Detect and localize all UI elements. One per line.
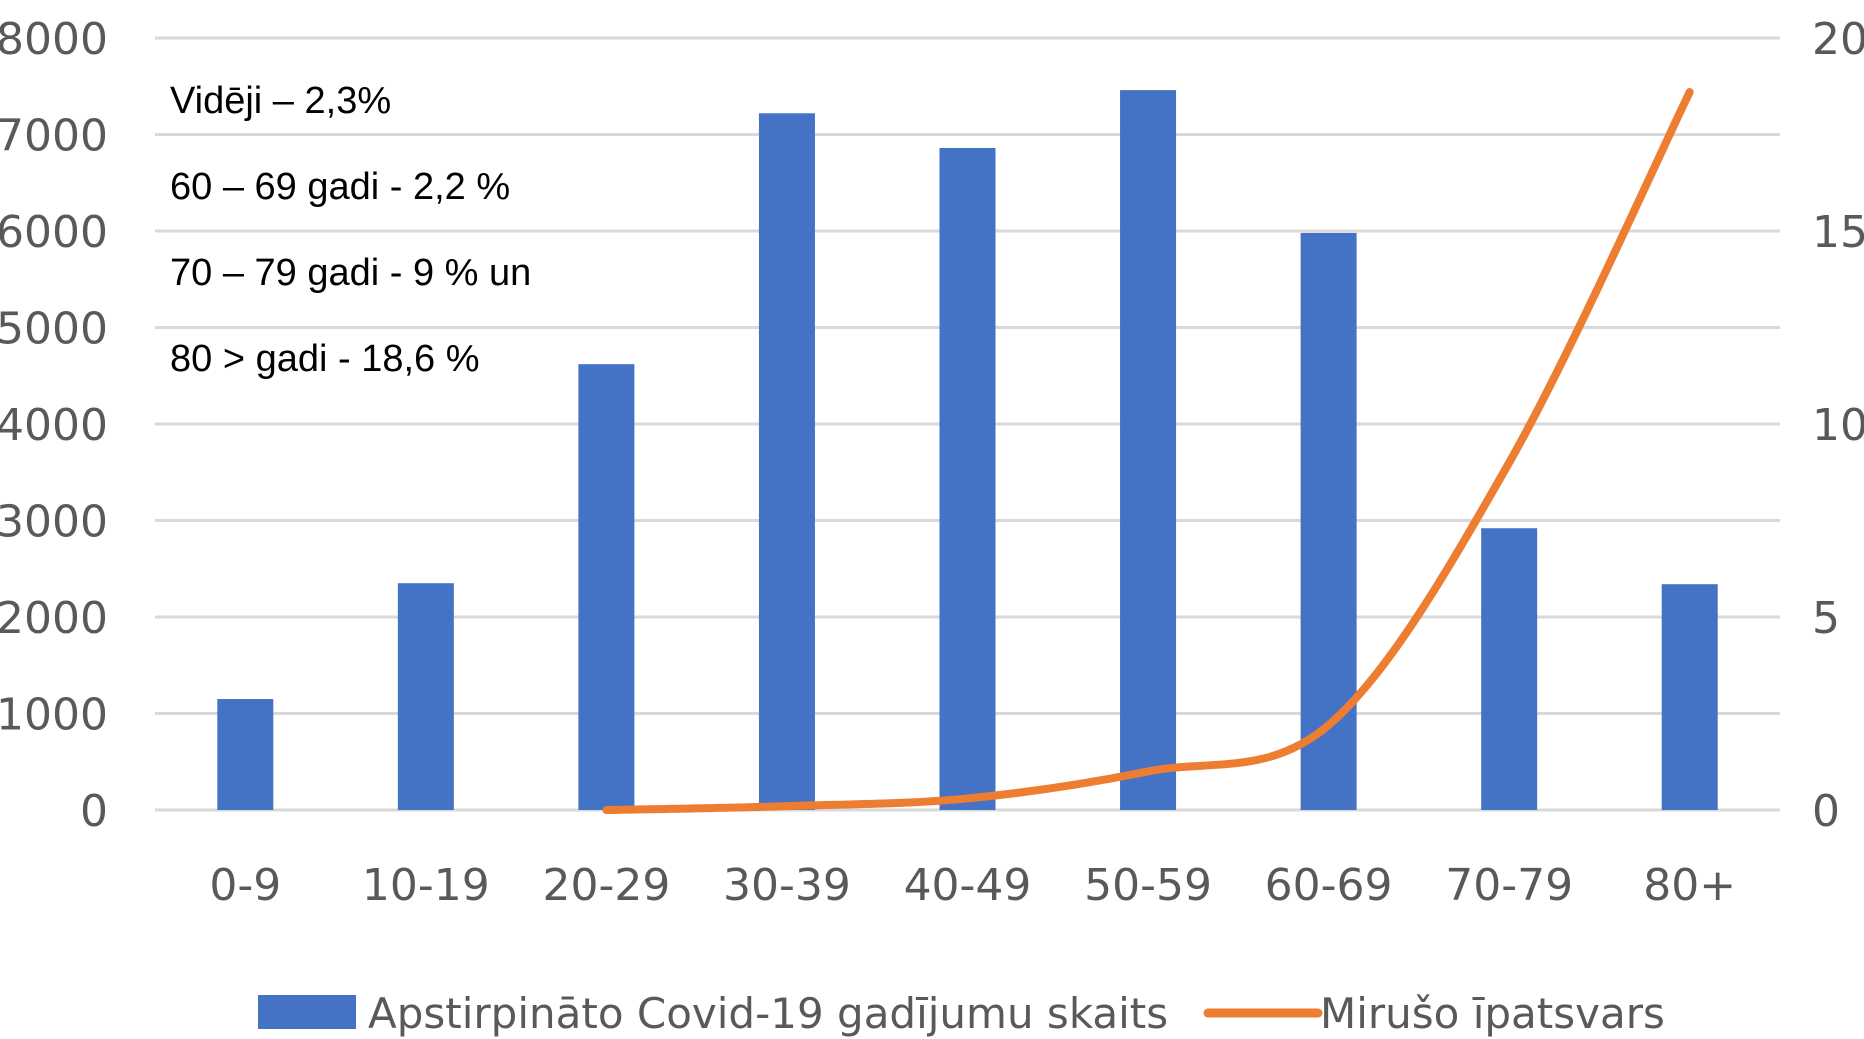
right-axis: 0 5 10 15 20: [1812, 14, 1864, 837]
legend-line-label: Mirušo īpatsvars: [1320, 989, 1665, 1038]
x-tick-label: 40-49: [904, 860, 1032, 911]
annotations: Vidēji – 2,3% 60 – 69 gadi - 2,2 % 70 – 79…: [170, 80, 531, 380]
annotation-text: Vidēji – 2,3%: [170, 80, 391, 122]
annotation-text: 70 – 79 gadi - 9 % un: [170, 252, 531, 294]
annotation-text: 60 – 69 gadi - 2,2 %: [170, 166, 510, 208]
y-left-tick-label: 4000: [0, 400, 108, 451]
x-tick-label: 20-29: [542, 860, 670, 911]
bar: [939, 148, 996, 810]
x-tick-label: 0-9: [209, 860, 281, 911]
legend-bar-swatch: [258, 995, 356, 1029]
bar: [217, 699, 274, 810]
bar: [1481, 528, 1538, 810]
x-tick-label: 70-79: [1445, 860, 1573, 911]
x-tick-label: 80+: [1643, 860, 1736, 911]
x-tick-label: 50-59: [1084, 860, 1212, 911]
y-right-tick-label: 0: [1812, 786, 1840, 837]
line-series-path: [602, 88, 1694, 814]
bar: [1120, 90, 1177, 811]
bar: [1661, 584, 1718, 810]
legend: Apstirpināto Covid-19 gadījumu skaits Mir…: [258, 989, 1665, 1038]
x-tick-label: 10-19: [362, 860, 490, 911]
x-axis: 0-9 10-19 20-29 30-39 40-49 50-59 60-69 70-79 80…: [209, 860, 1736, 911]
y-left-tick-label: 1000: [0, 690, 108, 741]
y-right-tick-label: 15: [1812, 207, 1864, 258]
bar: [1300, 232, 1357, 810]
legend-bar-label: Apstirpināto Covid-19 gadījumu skaits: [368, 989, 1168, 1038]
x-tick-label: 30-39: [723, 860, 851, 911]
y-right-tick-label: 10: [1812, 400, 1864, 451]
bar: [758, 113, 815, 810]
y-left-tick-label: 6000: [0, 207, 108, 258]
bar: [397, 583, 454, 810]
x-tick-label: 60-69: [1265, 860, 1393, 911]
y-left-tick-label: 0: [80, 786, 108, 837]
y-left-tick-label: 2000: [0, 593, 108, 644]
left-axis: 0 1000 2000 3000 4000 5000 6000 7000 8000: [0, 14, 108, 837]
y-right-tick-label: 5: [1812, 593, 1840, 644]
y-left-tick-label: 5000: [0, 304, 108, 355]
y-left-tick-label: 3000: [0, 497, 108, 548]
y-left-tick-label: 8000: [0, 14, 108, 65]
y-left-tick-label: 7000: [0, 111, 108, 162]
line-series: [602, 88, 1694, 814]
bar: [578, 364, 635, 810]
annotation-text: 80 > gadi - 18,6 %: [170, 338, 480, 380]
y-right-tick-label: 20: [1812, 14, 1864, 65]
bar-series: [217, 90, 1718, 811]
